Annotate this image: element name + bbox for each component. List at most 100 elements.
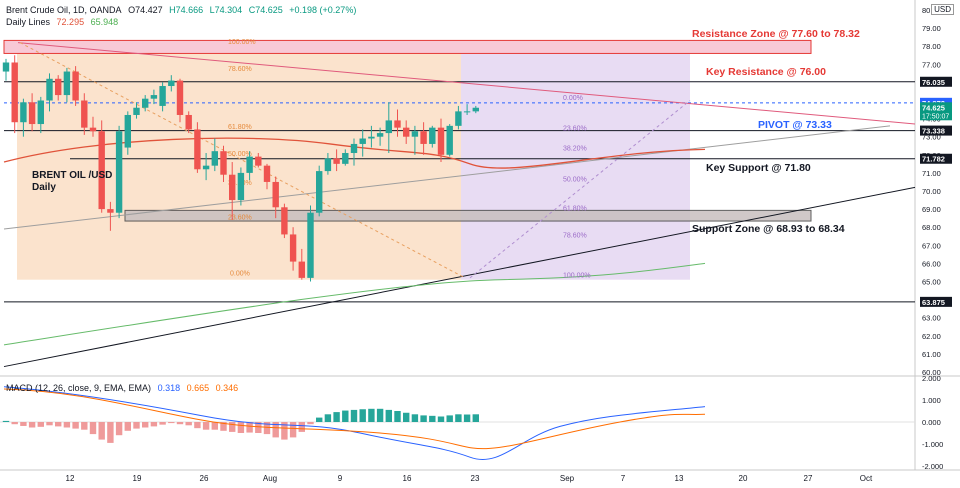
support-zone-label: Support Zone @ 68.93 to 68.34 — [692, 223, 845, 235]
macd-histogram-bar — [202, 422, 210, 430]
indicator-value-2: 65.948 — [90, 17, 119, 27]
candle-body — [107, 209, 114, 213]
fib-left-label: 61.80% — [228, 124, 252, 131]
resistance-zone-label: Resistance Zone @ 77.60 to 78.32 — [692, 28, 860, 40]
currency-label: USD — [931, 4, 954, 15]
macd-tick-label: 1.000 — [922, 396, 941, 405]
candle-body — [420, 131, 427, 144]
macd-histogram-bar — [272, 422, 279, 438]
candle-body — [63, 71, 71, 96]
chart-title: BRENT OIL /USD Daily — [32, 170, 113, 193]
macd-histogram-bar — [133, 422, 140, 429]
price-tag — [920, 102, 952, 121]
fib-retracement-area-right — [461, 40, 690, 280]
candle-body — [455, 111, 462, 126]
support-zone-box — [124, 209, 812, 222]
macd-histogram-bar — [46, 422, 53, 426]
price-tag — [920, 296, 952, 307]
time-tick-label: Aug — [263, 474, 277, 483]
macd-histogram-bar — [89, 422, 97, 435]
macd-histogram-bar — [281, 422, 288, 440]
chart-header: Brent Crude Oil, 1D, OANDA O74.427 H74.6… — [6, 5, 360, 15]
candle-body — [124, 114, 131, 148]
ascending-trendline — [3, 186, 916, 368]
candle-body — [81, 100, 88, 128]
time-tick-label: 20 — [739, 474, 748, 483]
price-tag-label: 73.338 — [922, 127, 945, 136]
candle-body — [229, 174, 236, 201]
indicator-value-1: 72.295 — [56, 17, 85, 27]
key-resistance-label: Key Resistance @ 76.00 — [706, 66, 826, 78]
symbol-label: Brent Crude Oil, 1D, OANDA — [6, 5, 122, 15]
macd-histogram-bar — [11, 422, 18, 425]
price-tick-label: 79.00 — [922, 24, 941, 33]
price-tag — [920, 125, 952, 136]
candle-body — [185, 114, 192, 130]
candle-body — [150, 95, 158, 99]
macd-histogram-bar — [394, 411, 401, 422]
long-ma-line — [3, 262, 706, 346]
candle-body — [437, 127, 445, 155]
low-value: L74.304 — [209, 5, 243, 15]
fib-diagonal-right — [469, 100, 691, 279]
candle-body — [463, 111, 471, 113]
price-tag-label: 76.035 — [922, 78, 945, 87]
fib-left-label: 23.60% — [228, 214, 252, 221]
macd-histogram-bar — [429, 415, 436, 422]
candle-body — [202, 165, 210, 170]
candle-body — [255, 156, 262, 166]
price-tag-label: 74.625 — [922, 103, 945, 112]
candle-body — [307, 212, 314, 278]
fib-right-label: 0.00% — [563, 95, 583, 102]
candle-body — [46, 78, 53, 101]
macd-histogram-bar — [237, 422, 245, 433]
macd-histogram-bar — [20, 422, 27, 426]
candle-body — [281, 207, 288, 235]
macd-histogram-bar — [420, 415, 427, 422]
indicator-label: Daily Lines — [6, 17, 51, 27]
macd-histogram-bar — [63, 422, 71, 428]
price-tick-label: 73.00 — [922, 133, 941, 142]
macd-histogram-bar — [37, 422, 44, 427]
time-tick-label: 23 — [471, 474, 480, 483]
macd-histogram-bar — [168, 422, 175, 424]
macd-histogram-bar — [2, 420, 10, 422]
candle-body — [342, 152, 349, 164]
price-tick-label: 71.00 — [922, 169, 941, 178]
macd-histogram-bar — [194, 422, 201, 429]
price-tick-label: 80 — [922, 6, 930, 15]
signal-value: 0.665 — [186, 383, 210, 393]
time-tick-label: 7 — [621, 474, 626, 483]
time-tick-label: 9 — [338, 474, 343, 483]
macd-histogram-bar — [72, 422, 79, 429]
price-tick-label: 67.00 — [922, 241, 941, 250]
price-tick-label: 63.00 — [922, 314, 941, 323]
candle-body — [298, 261, 305, 278]
candle-body — [115, 131, 123, 213]
price-tick-label: 69.00 — [922, 205, 941, 214]
candle-body — [159, 86, 166, 106]
candle-body — [472, 107, 479, 112]
pivot-label: PIVOT @ 73.33 — [758, 119, 832, 131]
macd-tick-label: 0.000 — [922, 418, 941, 427]
macd-histogram-bar — [342, 410, 349, 422]
time-tick-label: 27 — [804, 474, 813, 483]
channel-line — [3, 125, 891, 230]
histogram-value: 0.346 — [215, 383, 239, 393]
macd-histogram-bar — [463, 414, 471, 422]
time-tick-label: Oct — [860, 474, 873, 483]
macd-histogram-bar — [176, 422, 184, 425]
macd-histogram-bar — [411, 414, 419, 422]
macd-histogram-bar — [28, 422, 36, 428]
candle-body — [316, 171, 323, 213]
candle-body — [72, 71, 79, 101]
macd-histogram-bar — [437, 416, 445, 422]
time-tick-label: Sep — [560, 474, 575, 483]
macd-histogram-bar — [376, 408, 384, 422]
price-tick-label: 78.00 — [922, 42, 941, 51]
fib-right-label: 23.60% — [563, 126, 587, 133]
candle-body — [142, 98, 149, 108]
price-tag-label: 63.875 — [922, 298, 945, 307]
fib-left-label: 78.60% — [228, 66, 252, 73]
